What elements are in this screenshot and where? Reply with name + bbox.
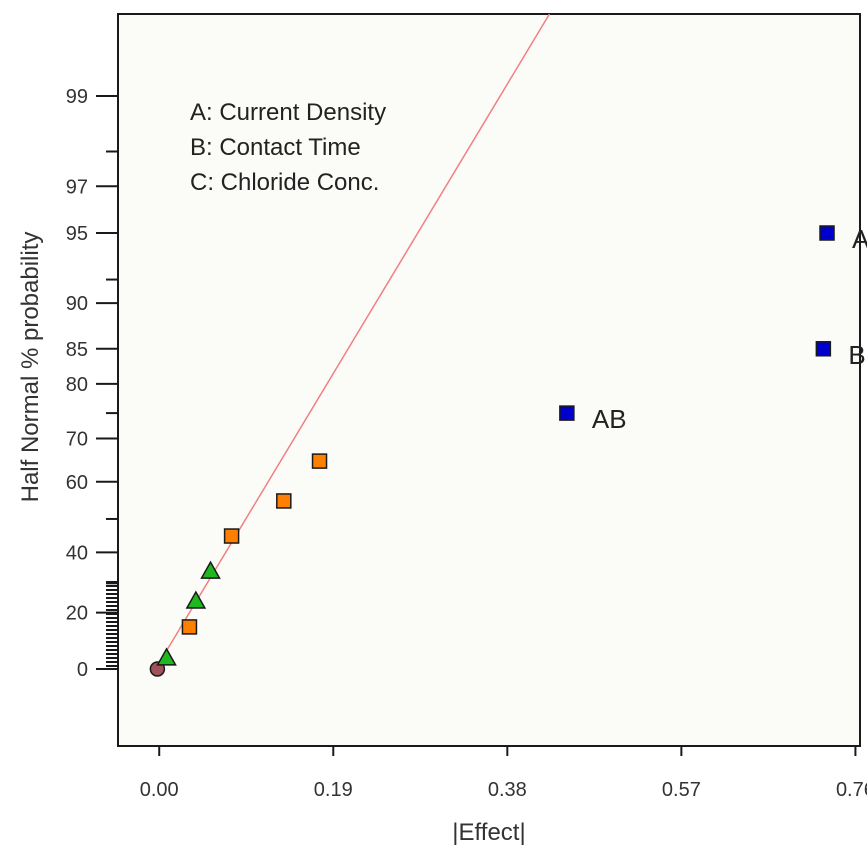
point-label: B [848, 340, 865, 370]
square-point [276, 493, 292, 509]
point-label: AB [592, 404, 627, 434]
x-tick-label: 0.19 [314, 779, 353, 801]
legend-entry-a: A: Current Density [190, 99, 386, 126]
y-axis-title: Half Normal % probability [17, 232, 44, 503]
square-point [819, 225, 835, 241]
triangle-point [200, 560, 221, 579]
legend-entry-b: B: Contact Time [190, 134, 361, 161]
y-tick-label: 0 [77, 659, 88, 681]
y-tick-label: 80 [66, 374, 88, 396]
y-tick-label: 99 [66, 86, 88, 108]
triangle-point [185, 590, 207, 609]
y-tick-label: 60 [66, 472, 88, 494]
x-tick-label: 0.38 [488, 779, 527, 801]
square-point [181, 619, 198, 635]
plot-area [117, 13, 861, 747]
y-tick-label: 97 [66, 176, 88, 198]
square-point [223, 528, 240, 544]
y-tick-label: 95 [66, 223, 88, 245]
y-tick-label: 40 [66, 542, 88, 564]
point-label: A [852, 224, 867, 254]
square-point [815, 341, 832, 357]
x-tick-label: 0.76 [836, 779, 867, 801]
y-tick-label: 90 [66, 293, 88, 315]
triangle-point [156, 647, 177, 666]
y-tick-label: 70 [66, 428, 88, 450]
square-point [559, 405, 575, 421]
x-axis-title: |Effect| [452, 819, 525, 846]
x-tick-label: 0.00 [140, 779, 179, 801]
y-tick-label: 85 [66, 339, 88, 361]
legend-entry-c: C: Chloride Conc. [190, 169, 379, 196]
y-tick-label: 20 [66, 603, 88, 625]
x-tick-label: 0.57 [662, 779, 701, 801]
reference-line [154, 13, 551, 670]
square-point [311, 453, 328, 469]
